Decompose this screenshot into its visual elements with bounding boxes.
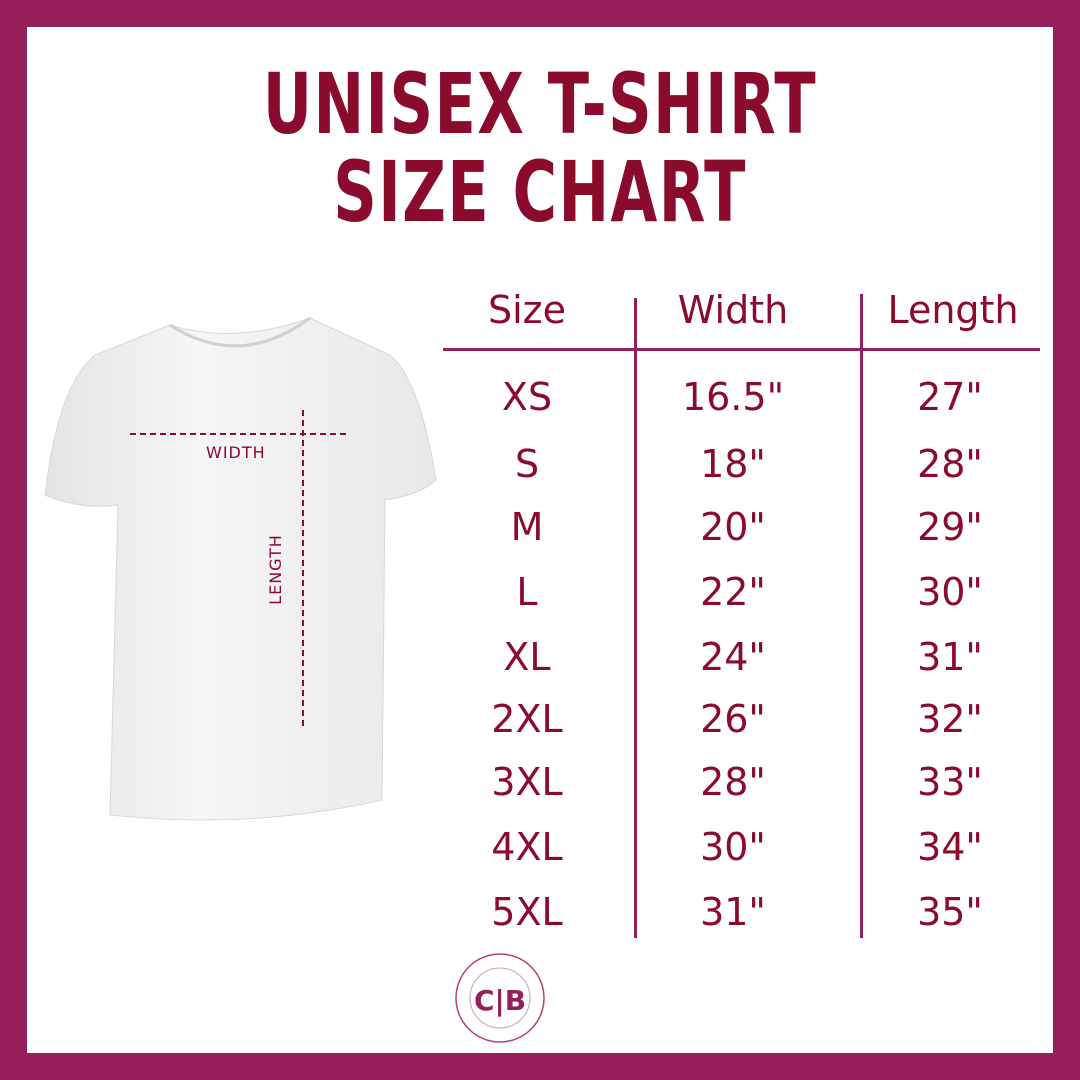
svg-text:C|B: C|B [474, 984, 526, 1017]
width-cell: 22" [700, 570, 766, 614]
width-label: WIDTH [206, 443, 266, 462]
tshirt-shape [44, 317, 437, 821]
length-cell: 33" [917, 760, 983, 804]
length-label: LENGTH [265, 534, 285, 605]
column-divider-1 [634, 298, 637, 938]
size-cell: XL [503, 635, 551, 679]
length-cell: 35" [917, 890, 983, 934]
size-cell: L [516, 570, 538, 614]
width-cell: 18" [700, 442, 766, 486]
width-cell: 31" [700, 890, 766, 934]
size-cell: S [514, 442, 540, 486]
width-cell: 24" [700, 635, 766, 679]
width-cell: 30" [700, 825, 766, 869]
length-cell: 34" [917, 825, 983, 869]
header-length: Length [887, 288, 1019, 332]
size-cell: 2XL [491, 697, 563, 741]
header-size: Size [487, 288, 566, 332]
width-cell: 16.5" [681, 375, 785, 419]
title-line-1: UNISEX T-SHIRT [262, 55, 818, 153]
header-divider [443, 348, 1040, 351]
size-cell: 5XL [491, 890, 563, 934]
size-cell: 3XL [491, 760, 563, 804]
header-width: Width [677, 288, 789, 332]
size-cell: 4XL [491, 825, 563, 869]
size-cell: XS [501, 375, 553, 419]
width-cell: 26" [700, 697, 766, 741]
length-cell: 31" [917, 635, 983, 679]
size-cell: M [510, 505, 544, 549]
width-cell: 28" [700, 760, 766, 804]
length-cell: 28" [917, 442, 983, 486]
length-cell: 27" [917, 375, 983, 419]
length-cell: 30" [917, 570, 983, 614]
width-cell: 20" [700, 505, 766, 549]
column-divider-2 [860, 294, 863, 938]
title-line-2: SIZE CHART [333, 143, 747, 241]
length-cell: 32" [917, 697, 983, 741]
logo: C|B [455, 953, 545, 1043]
length-cell: 29" [917, 505, 983, 549]
